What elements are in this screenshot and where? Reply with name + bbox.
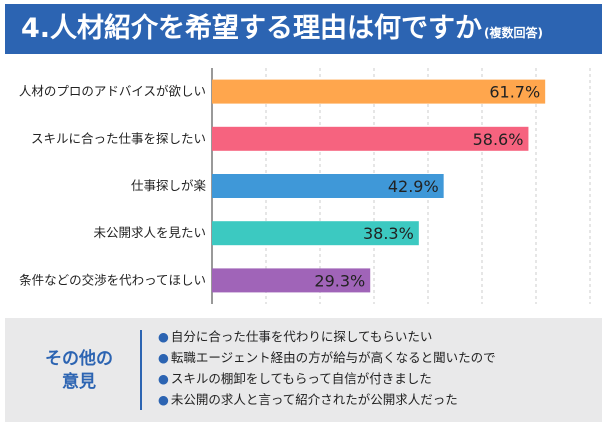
bullet-icon: ●	[158, 371, 169, 386]
data-label: 29.3%	[314, 271, 365, 290]
data-label: 61.7%	[489, 83, 540, 102]
opinion-text: スキルの棚卸をしてもらって自信が付きました	[170, 371, 432, 386]
bar	[212, 79, 546, 104]
category-label: 未公開求人を見たい	[93, 225, 206, 240]
category-label: 人材のプロのアドバイスが欲しい	[19, 84, 206, 99]
other-opinions-list: ● 自分に合った仕事を代わりに探してもらいたい ● 転職エージェント経由の方が給与が…	[158, 326, 496, 410]
data-label: 58.6%	[473, 130, 524, 149]
bar	[212, 174, 444, 198]
other-opinions-panel: その他の 意見 ● 自分に合った仕事を代わりに探してもらいたい ● 転職エージェント…	[5, 318, 602, 422]
data-label: 42.9%	[388, 177, 439, 196]
bullet-icon: ●	[158, 329, 169, 344]
opinion-text: 未公開の求人と言って紹介されたが公開求人だった	[170, 392, 458, 407]
list-item: ● 未公開の求人と言って紹介されたが公開求人だった	[158, 389, 496, 410]
category-label: 条件などの交渉を代わってほしい	[19, 272, 206, 287]
page-title: 4.人材紹介を希望する理由は何ですか (複数回答)	[21, 12, 543, 50]
data-label: 38.3%	[363, 224, 414, 243]
list-item: ● 転職エージェント経由の方が給与が高くなると聞いたので	[158, 347, 496, 368]
bullet-icon: ●	[158, 392, 169, 407]
list-item: ● 自分に合った仕事を代わりに探してもらいたい	[158, 326, 496, 347]
category-label: 仕事探しが楽	[131, 178, 207, 193]
title-text: 4.人材紹介を希望する理由は何ですか	[21, 13, 483, 44]
header-banner: 4.人材紹介を希望する理由は何ですか (複数回答)	[5, 4, 602, 54]
category-label: スキルに合った仕事を探したい	[31, 131, 206, 146]
bar	[212, 126, 529, 151]
other-title-line2: 意見	[62, 372, 96, 392]
bullet-icon: ●	[158, 350, 169, 365]
bar-chart: 人材のプロのアドバイスが欲しい 61.7% スキルに合った仕事を探したい 58.6% 仕…	[19, 68, 591, 304]
list-item: ● スキルの棚卸をしてもらって自信が付きました	[158, 368, 496, 389]
other-opinions-title: その他の 意見	[39, 348, 119, 394]
opinion-text: 転職エージェント経由の方が給与が高くなると聞いたので	[170, 350, 496, 365]
bar	[212, 221, 419, 246]
title-subtitle: (複数回答)	[484, 26, 544, 40]
opinion-text: 自分に合った仕事を代わりに探してもらいたい	[170, 329, 433, 344]
divider	[140, 330, 142, 410]
other-title-line1: その他の	[45, 349, 113, 369]
bar	[212, 268, 371, 293]
